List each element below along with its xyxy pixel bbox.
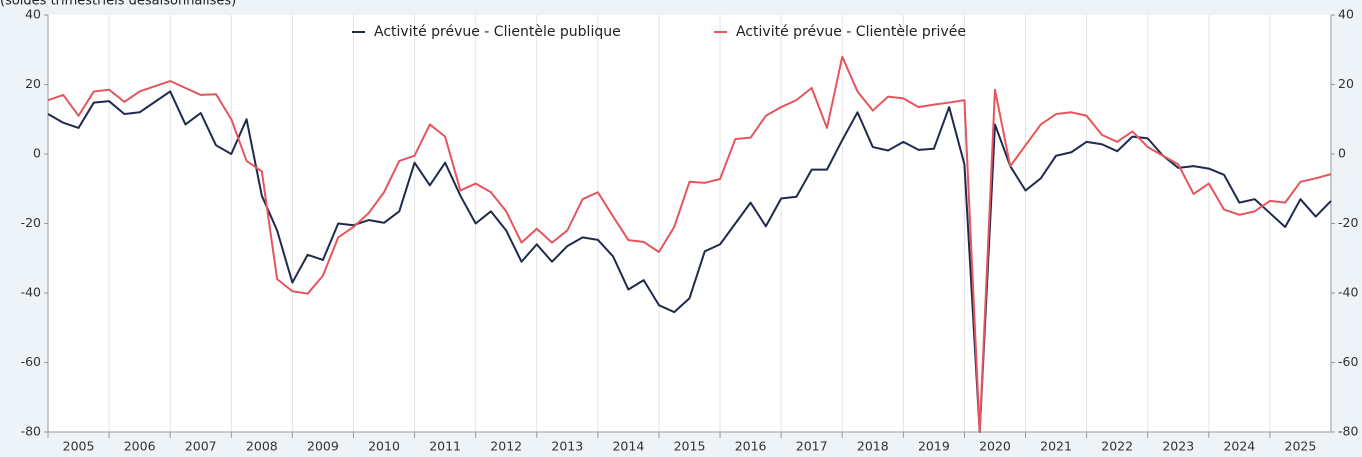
y-tick-label: 20 [25,76,41,91]
x-tick-label: 2007 [185,439,217,454]
x-tick-label: 2013 [551,439,583,454]
x-tick-label: 2016 [735,439,767,454]
x-tick-label: 2023 [1162,439,1194,454]
y2-tick-label: -40 [1338,285,1358,300]
y2-tick-label: 20 [1338,76,1354,91]
x-tick-label: 2012 [490,439,522,454]
x-tick-label: 2022 [1101,439,1133,454]
legend-label: Activité prévue - Clientèle privée [736,24,966,40]
y2-tick-label: -80 [1338,424,1358,439]
x-tick-label: 2020 [979,439,1011,454]
series-line [47,90,1332,433]
chart-subtitle: (soldes trimestriels désaisonnalisés) [0,0,236,9]
plot-area [48,15,1331,432]
y-tick-label: 40 [25,7,41,22]
y2-tick-label: 0 [1338,146,1346,161]
x-tick-label: 2017 [796,439,828,454]
y2-tick-label: -60 [1338,354,1358,369]
y-tick-label: 0 [33,146,41,161]
x-tick-label: 2009 [307,439,339,454]
y2-tick-label: 40 [1338,7,1354,22]
x-tick-label: 2025 [1285,439,1317,454]
x-tick-label: 2021 [1040,439,1072,454]
x-tick-label: 2005 [63,439,95,454]
x-tick-label: 2019 [918,439,950,454]
x-tick-label: 2008 [246,439,278,454]
x-tick-label: 2010 [368,439,400,454]
y-tick-label: -40 [21,285,41,300]
x-tick-label: 2015 [674,439,706,454]
y-tick-label: -80 [21,424,41,439]
x-tick-label: 2006 [124,439,156,454]
x-tick-label: 2014 [612,439,644,454]
series-line [47,55,1332,433]
x-tick-label: 2011 [429,439,461,454]
y-tick-label: -60 [21,354,41,369]
x-tick-label: 2024 [1223,439,1255,454]
y-tick-label: -20 [21,215,41,230]
y2-tick-label: -20 [1338,215,1358,230]
legend-label: Activité prévue - Clientèle publique [374,24,621,40]
x-tick-label: 2018 [857,439,889,454]
